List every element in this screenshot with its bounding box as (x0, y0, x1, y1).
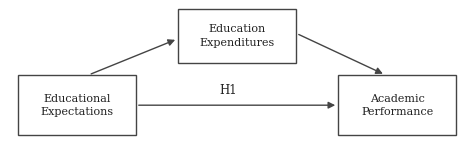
Text: Education
Expenditures: Education Expenditures (200, 24, 274, 48)
Bar (18, 75, 136, 135)
Text: Academic
Performance: Academic Performance (361, 94, 433, 117)
Text: H1: H1 (219, 84, 237, 97)
Bar (178, 9, 296, 63)
Text: Educational
Expectations: Educational Expectations (40, 94, 113, 117)
Bar (338, 75, 456, 135)
